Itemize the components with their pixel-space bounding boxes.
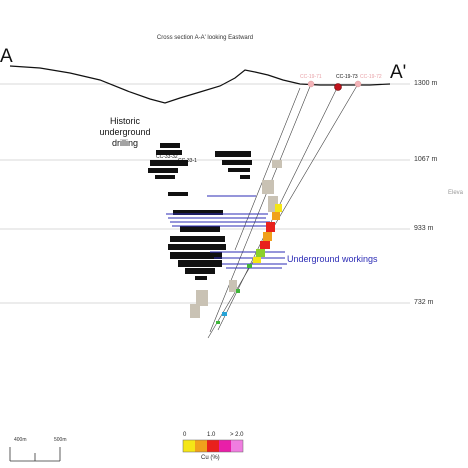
elevation-label-732: 732 m xyxy=(414,299,434,306)
historic-hole-label-2: CC-33-1 xyxy=(178,158,197,164)
legend-tick-2: > 2.0 xyxy=(230,432,244,438)
scale-label-400: 400m xyxy=(14,437,27,443)
collar-cc-19-71 xyxy=(307,80,315,88)
elevation-label-1300: 1300 m xyxy=(414,80,438,87)
scale-label-500: 500m xyxy=(54,437,67,443)
topography-line xyxy=(9,65,391,104)
cu-legend-bar xyxy=(182,439,244,453)
drill-trace-extra xyxy=(234,87,301,251)
underground-workings-label: Underground workings xyxy=(287,254,378,264)
historic-drilling-cluster xyxy=(148,143,252,280)
historic-drilling-label: Historic underground drilling xyxy=(90,116,160,149)
underground-workings xyxy=(166,195,287,269)
hole-label-cc-19-72: CC-19-72 xyxy=(360,74,382,80)
historic-label-line-2: underground xyxy=(99,127,151,137)
legend-title: Cu (%) xyxy=(201,455,220,461)
legend-tick-0: 0 xyxy=(183,432,187,438)
hole-label-cc-19-73: CC-19-73 xyxy=(336,74,358,80)
drill-trace-cc-19-71 xyxy=(209,83,312,333)
section-marker-right: A' xyxy=(390,62,407,83)
scale-bar xyxy=(9,447,61,462)
elevation-label-1067: 1067 m xyxy=(414,156,438,163)
drill-traces xyxy=(207,83,359,339)
collar-cc-19-73 xyxy=(334,83,342,91)
section-marker-left: A xyxy=(0,46,13,67)
historic-sample-intervals xyxy=(190,160,282,318)
elevation-label-933: 933 m xyxy=(414,225,434,232)
drill-trace-cc-19-72 xyxy=(207,83,359,339)
hole-label-cc-19-71: CC-19-71 xyxy=(300,74,322,80)
collar-cc-19-72 xyxy=(354,80,362,88)
historic-label-line-3: drilling xyxy=(111,138,138,148)
historic-hole-label-1: CC-33-32 xyxy=(156,154,178,160)
copper-grade-intervals xyxy=(216,204,282,324)
section-title: Cross section A-A' looking Eastward xyxy=(156,35,254,41)
historic-label-line-1: Historic xyxy=(109,116,140,126)
side-elevation-label: Eleva xyxy=(448,190,464,196)
legend-tick-1: 1.0 xyxy=(207,432,216,438)
